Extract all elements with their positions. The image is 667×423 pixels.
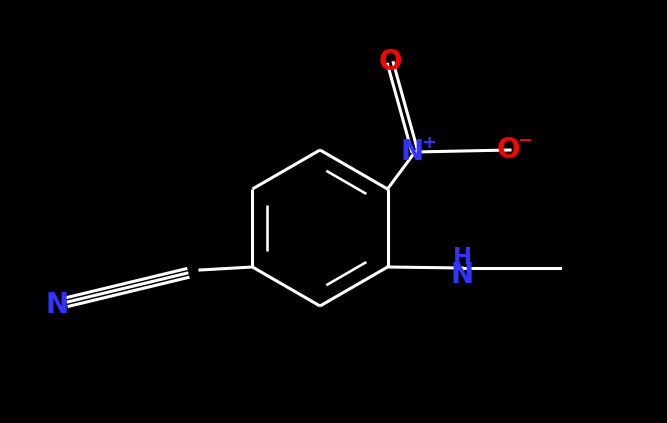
Text: −: − xyxy=(518,132,532,150)
Text: O: O xyxy=(378,48,402,76)
Text: N: N xyxy=(45,291,69,319)
Text: N: N xyxy=(450,261,474,289)
Text: N: N xyxy=(400,138,424,166)
Text: O: O xyxy=(496,136,520,164)
Text: +: + xyxy=(422,134,436,152)
Text: H: H xyxy=(452,245,472,269)
